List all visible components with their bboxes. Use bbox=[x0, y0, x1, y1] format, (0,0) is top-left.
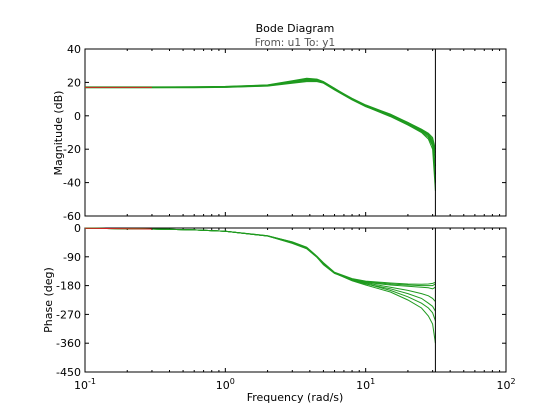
chart-title: Bode Diagram bbox=[256, 22, 335, 35]
phase-ytick-label: -180 bbox=[56, 280, 81, 293]
magnitude-ytick-label: 40 bbox=[67, 43, 81, 56]
phase-ytick-label: -90 bbox=[63, 251, 81, 264]
x-tick-label: 10-1 bbox=[74, 377, 96, 392]
magnitude-ytick-label: 20 bbox=[67, 76, 81, 89]
magnitude-frame bbox=[84, 48, 507, 217]
phase-ytick-label: 0 bbox=[74, 222, 81, 235]
phase-axis-label: Phase (deg) bbox=[42, 267, 55, 333]
magnitude-ytick-label: -20 bbox=[63, 143, 81, 156]
x-tick-label: 101 bbox=[356, 377, 375, 392]
phase-ytick-label: -360 bbox=[56, 337, 81, 350]
magnitude-ytick-label: -60 bbox=[63, 210, 81, 223]
phase-primary-trace bbox=[84, 227, 153, 230]
magnitude-panel: 40 20 0 -20 -40 -60 bbox=[63, 43, 507, 223]
chart-subtitle: From: u1 To: y1 bbox=[255, 37, 335, 49]
x-tick-label: 102 bbox=[496, 377, 515, 392]
x-tick-label: 100 bbox=[216, 377, 235, 392]
magnitude-ytick-label: 0 bbox=[74, 110, 81, 123]
phase-frame bbox=[84, 227, 507, 373]
phase-ytick-label: -270 bbox=[56, 308, 81, 321]
phase-trace-7 bbox=[84, 227, 436, 321]
phase-panel: 0 -90 -180 -270 -360 -450 bbox=[56, 222, 507, 379]
x-axis: 10-1 100 101 102 bbox=[74, 377, 516, 392]
magnitude-axis-label: Magnitude (dB) bbox=[52, 91, 65, 176]
frequency-axis-label: Frequency (rad/s) bbox=[247, 391, 344, 404]
phase-ytick-label: -450 bbox=[56, 366, 81, 379]
magnitude-ytick-label: -40 bbox=[63, 177, 81, 190]
magnitude-trace-7 bbox=[85, 79, 436, 153]
